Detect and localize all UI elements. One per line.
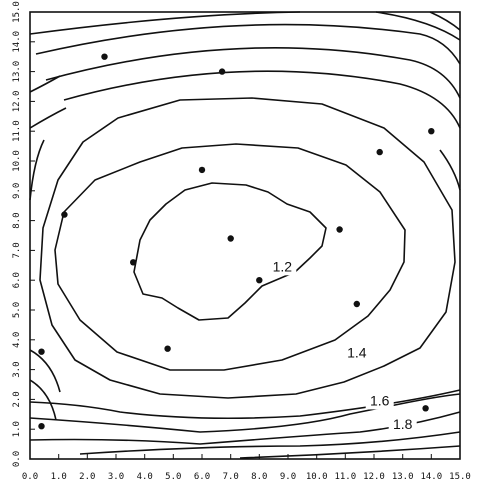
data-point-4 — [198, 166, 206, 174]
data-point-10 — [353, 300, 360, 308]
x-tick-label-11: 11.0 — [334, 472, 356, 482]
plot-frame — [29, 11, 461, 460]
contour-line-1-3 — [54, 143, 406, 371]
y-tick-label-4: 4.0 — [12, 332, 22, 348]
data-point-12 — [38, 348, 45, 355]
contour-line-1-2 — [133, 182, 327, 321]
y-tick-label-1: 1.0 — [12, 421, 22, 437]
contour-line-outer-2 — [45, 47, 461, 99]
y-tick-label-15: 15.0 — [12, 1, 22, 23]
contour-line-left-2 — [29, 107, 67, 129]
contour-line-outer-4 — [29, 11, 301, 35]
data-point-0 — [101, 53, 108, 60]
y-tick-label-12: 12.0 — [12, 91, 22, 113]
data-point-3 — [376, 148, 383, 156]
data-point-5 — [61, 211, 68, 218]
contour-lines — [29, 11, 461, 459]
contour-line-1-6 — [29, 393, 461, 433]
y-tick-label-0: 0.0 — [12, 451, 22, 467]
x-tick-label-12: 12.0 — [363, 472, 385, 482]
x-tick-label-2: 2.0 — [79, 472, 95, 482]
data-point-6 — [336, 226, 343, 233]
contour-label-mask-3 — [388, 418, 417, 434]
contour-label-mask-1 — [342, 346, 371, 362]
x-tick-label-6: 6.0 — [194, 472, 210, 482]
contour-line-outer-3 — [35, 23, 461, 65]
data-point-7 — [227, 235, 234, 242]
contour-label-1: 1.4 — [347, 345, 367, 361]
y-tick-label-3: 3.0 — [12, 361, 22, 377]
y-axis-ticks: 0.0 1.0 2.0 3.0 4.0 5.0 6.0 7.0 8.0 9.0 10.0 11.0 12… — [12, 1, 35, 467]
contour-labels: 1.2 1.4 1.61.8 — [268, 258, 417, 434]
y-tick-label-7: 7.0 — [12, 242, 22, 258]
x-tick-label-1: 1.0 — [51, 472, 67, 482]
x-tick-label-0: 0.0 — [22, 472, 38, 482]
x-tick-label-9: 9.0 — [280, 472, 296, 482]
data-point-8 — [130, 259, 137, 266]
contour-label-mask-0 — [268, 260, 297, 276]
contour-line-lower-left-2 — [29, 379, 57, 421]
y-tick-label-8: 8.0 — [12, 212, 22, 228]
contour-label-mask-2 — [365, 394, 394, 410]
data-point-9 — [256, 277, 263, 284]
y-tick-label-6: 6.0 — [12, 272, 22, 288]
contour-line-right-2 — [439, 149, 461, 191]
x-tick-label-4: 4.0 — [137, 472, 153, 482]
x-tick-label-14: 14.0 — [420, 472, 442, 482]
contour-line-right-1 — [429, 11, 461, 31]
data-point-14 — [38, 423, 45, 430]
y-tick-label-2: 2.0 — [12, 391, 22, 407]
y-tick-label-11: 11.0 — [12, 120, 22, 142]
data-point-2 — [428, 128, 435, 135]
x-tick-label-7: 7.0 — [223, 472, 239, 482]
y-tick-label-9: 9.0 — [12, 183, 22, 199]
contour-line-1-4 — [39, 97, 456, 399]
contour-line-lower-left-1 — [29, 349, 61, 393]
data-point-11 — [164, 345, 171, 352]
contour-label-0: 1.2 — [273, 258, 293, 274]
x-axis-ticks: 0.0 1.0 2.0 3.0 4.0 5.0 6.0 7.0 8.0 9.0 10.0 11.0 12… — [22, 454, 471, 482]
contour-line-left-1 — [29, 75, 61, 93]
x-tick-label-13: 13.0 — [392, 472, 414, 482]
contour-label-2: 1.6 — [370, 392, 390, 408]
y-tick-label-5: 5.0 — [12, 302, 22, 318]
contour-line-1-8 — [79, 431, 461, 455]
data-point-1 — [218, 68, 226, 75]
contour-label-3: 1.8 — [393, 416, 413, 432]
x-tick-label-15: 15.0 — [449, 472, 471, 482]
contour-line-outer-5 — [375, 11, 461, 41]
data-point-13 — [422, 405, 429, 412]
x-tick-label-5: 5.0 — [165, 472, 181, 482]
y-tick-label-13: 13.0 — [12, 61, 22, 83]
x-tick-label-8: 8.0 — [251, 472, 267, 482]
x-tick-label-3: 3.0 — [108, 472, 124, 482]
contour-line-1-9 — [239, 445, 461, 459]
data-points — [38, 53, 435, 430]
y-tick-label-14: 14.0 — [12, 31, 22, 53]
x-tick-label-10: 10.0 — [306, 472, 328, 482]
contour-line-outer-1 — [63, 70, 461, 129]
y-tick-label-10: 10.0 — [12, 150, 22, 172]
contour-line-1-5 — [29, 389, 461, 420]
